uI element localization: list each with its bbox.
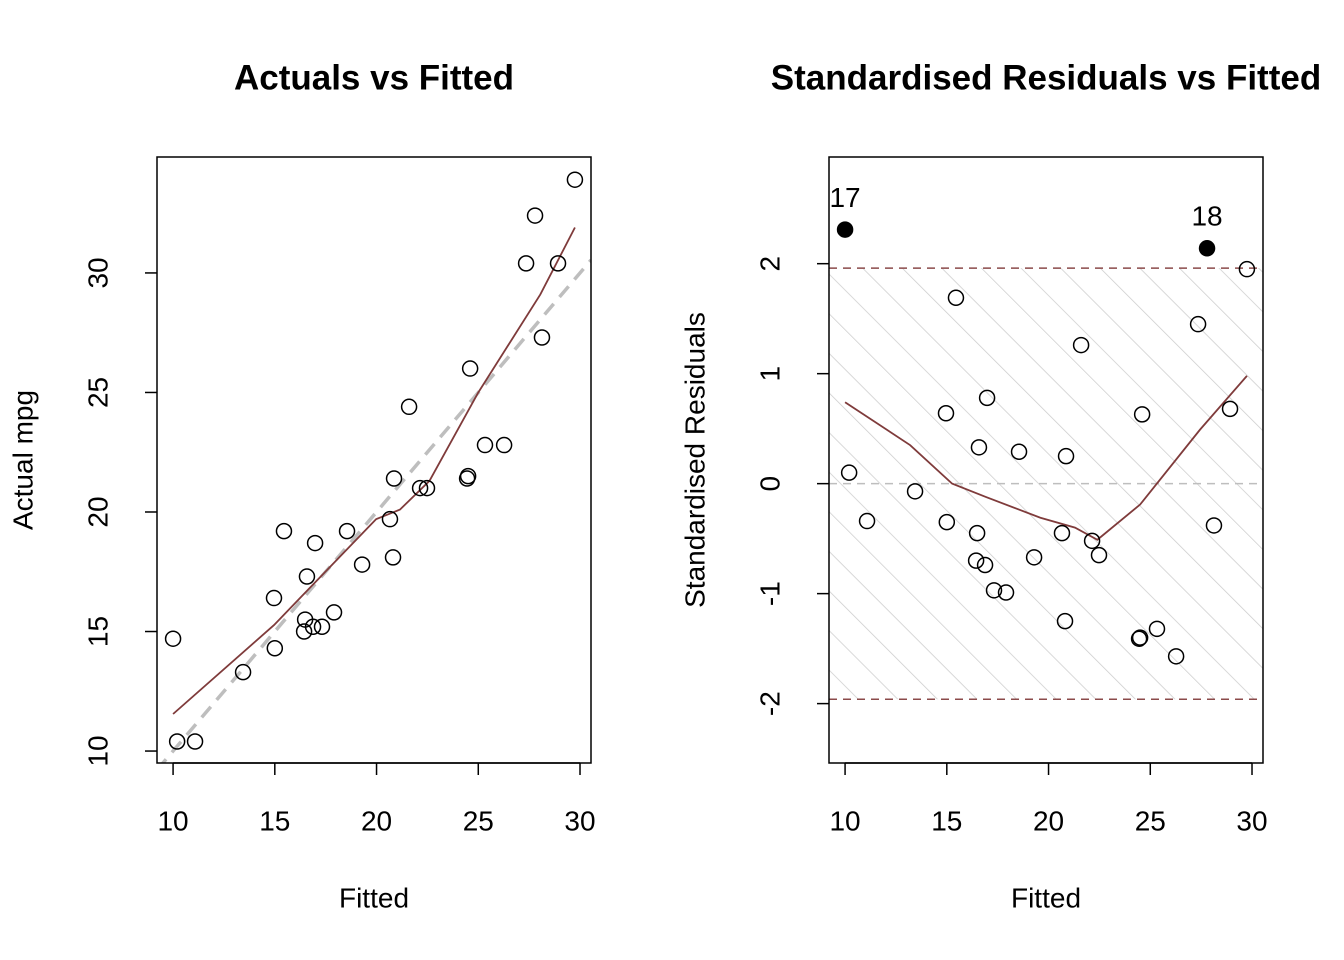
data-point [1010,443,1028,461]
y-tick-label: 30 [82,257,113,288]
chart-title: Actuals vs Fitted [234,58,514,97]
x-tick-label: 30 [564,805,595,836]
x-tick-label: 25 [1135,805,1166,836]
y-tick-label: 0 [754,476,785,492]
data-point [549,255,567,272]
x-tick-label: 15 [931,805,962,836]
x-tick-label: 15 [259,805,290,836]
data-point [1130,630,1148,647]
plot-box [156,156,592,764]
data-point [1205,517,1223,534]
data-point [976,556,994,574]
y-tick-label: 1 [754,366,785,382]
data-point [937,405,955,422]
data-point [1131,629,1149,646]
data-point [353,556,371,573]
data-point [970,439,988,456]
data-point [840,464,858,481]
data-point [313,618,331,635]
x-tick-label: 10 [157,805,188,836]
y-tick-label: 15 [82,616,113,647]
data-point [306,534,324,552]
x-tick-label: 20 [1033,805,1064,836]
data-point [906,483,924,500]
data-point [411,479,429,497]
data-point [947,289,965,307]
data-point [265,589,283,607]
data-point [1148,620,1166,638]
x-tick-label: 25 [463,805,494,836]
data-point [1090,546,1108,564]
point-label: 18 [1191,201,1222,232]
data-point [1167,648,1185,665]
data-point [338,522,356,540]
data-point [1072,336,1090,354]
smooth-line [172,227,576,715]
y-tick-label: 20 [82,496,113,527]
data-point [997,584,1015,601]
data-point [858,512,876,530]
x-tick-label: 20 [361,805,392,836]
data-point [985,582,1003,599]
data-point [385,470,403,487]
data-point [400,398,418,416]
data-point [168,733,186,750]
data-point [1056,612,1074,630]
data-point [234,663,252,681]
data-point [298,568,316,585]
data-point [1198,240,1216,257]
data-point [1057,447,1075,465]
data-point [526,207,544,224]
data-point [968,524,986,542]
data-point [1025,549,1043,566]
data-point [978,389,996,407]
data-point [325,604,343,621]
data-point [1238,260,1256,278]
data-point [275,522,293,540]
x-tick-label: 10 [829,805,860,836]
data-point [967,552,985,569]
data-point [517,255,535,272]
y-tick-label: -2 [754,691,785,716]
x-axis-label: Fitted [339,882,409,913]
data-point [533,329,551,346]
data-point [186,733,204,750]
chart-title: Standardised Residuals vs Fitted [771,58,1321,97]
data-point [304,618,322,635]
data-point [1133,406,1151,423]
data-point [459,467,477,485]
data-point [836,221,854,238]
data-point [1083,532,1101,550]
smooth-line [844,375,1248,541]
y-tick-label: 10 [82,735,113,766]
data-point [461,360,479,377]
data-point [1053,524,1071,542]
identity-line [160,258,591,763]
data-point [938,513,956,531]
x-axis-label: Fitted [1011,882,1081,913]
data-point [266,640,284,657]
data-point [476,436,494,454]
data-point [1221,400,1239,418]
data-point [295,623,313,640]
y-tick-label: 25 [82,377,113,408]
x-tick-label: 30 [1236,805,1267,836]
y-axis-label: Standardised Residuals [679,312,710,608]
y-axis-label: Actual mpg [7,390,38,530]
data-point [566,171,584,188]
data-point [495,436,513,454]
y-tick-label: 2 [754,256,785,272]
data-point [164,630,182,647]
y-tick-label: -1 [754,581,785,606]
point-label: 17 [829,182,860,213]
data-point [1189,315,1207,333]
data-point [381,510,399,528]
data-point [418,479,436,497]
data-point [384,549,402,566]
